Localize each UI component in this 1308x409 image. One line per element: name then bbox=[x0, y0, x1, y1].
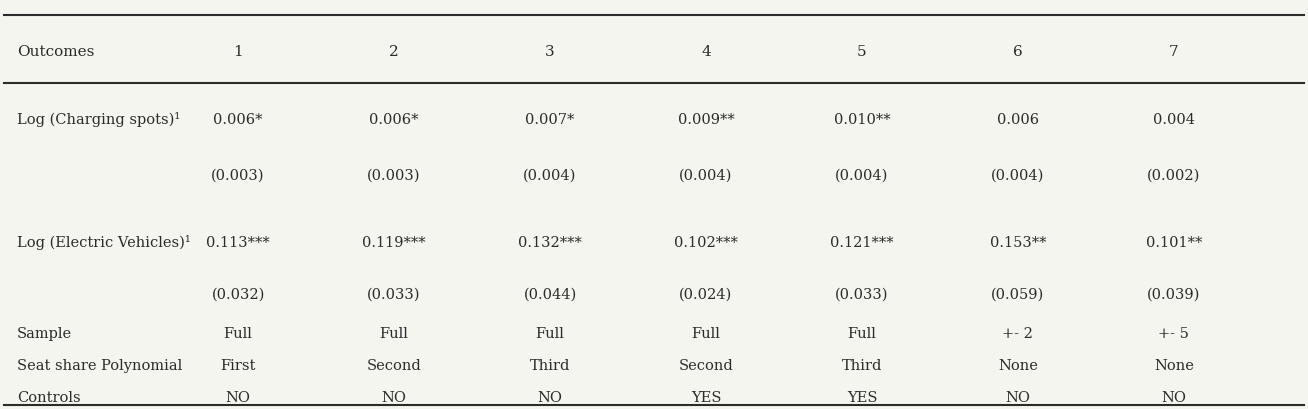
Text: 0.113***: 0.113*** bbox=[207, 235, 269, 249]
Text: 0.102***: 0.102*** bbox=[674, 235, 738, 249]
Text: 1: 1 bbox=[233, 45, 243, 59]
Text: +- 2: +- 2 bbox=[1002, 326, 1033, 341]
Text: (0.003): (0.003) bbox=[212, 168, 264, 182]
Text: First: First bbox=[221, 358, 256, 372]
Text: Full: Full bbox=[535, 326, 565, 341]
Text: Outcomes: Outcomes bbox=[17, 45, 94, 59]
Text: (0.039): (0.039) bbox=[1147, 287, 1201, 301]
Text: YES: YES bbox=[691, 390, 721, 404]
Text: 0.101**: 0.101** bbox=[1146, 235, 1202, 249]
Text: 0.119***: 0.119*** bbox=[362, 235, 426, 249]
Text: (0.059): (0.059) bbox=[991, 287, 1045, 301]
Text: NO: NO bbox=[225, 390, 251, 404]
Text: (0.004): (0.004) bbox=[836, 168, 888, 182]
Text: NO: NO bbox=[1006, 390, 1031, 404]
Text: Second: Second bbox=[679, 358, 734, 372]
Text: Controls: Controls bbox=[17, 390, 81, 404]
Text: (0.033): (0.033) bbox=[836, 287, 888, 301]
Text: +- 5: +- 5 bbox=[1159, 326, 1189, 341]
Text: (0.004): (0.004) bbox=[523, 168, 577, 182]
Text: 3: 3 bbox=[545, 45, 555, 59]
Text: 6: 6 bbox=[1012, 45, 1023, 59]
Text: 0.153**: 0.153** bbox=[990, 235, 1046, 249]
Text: NO: NO bbox=[382, 390, 407, 404]
Text: Log (Electric Vehicles)¹: Log (Electric Vehicles)¹ bbox=[17, 235, 191, 250]
Text: (0.033): (0.033) bbox=[368, 287, 421, 301]
Text: Third: Third bbox=[842, 358, 882, 372]
Text: 7: 7 bbox=[1169, 45, 1179, 59]
Text: 0.006*: 0.006* bbox=[213, 112, 263, 126]
Text: YES: YES bbox=[846, 390, 878, 404]
Text: (0.032): (0.032) bbox=[212, 287, 264, 301]
Text: (0.004): (0.004) bbox=[679, 168, 732, 182]
Text: Full: Full bbox=[692, 326, 721, 341]
Text: 4: 4 bbox=[701, 45, 710, 59]
Text: NO: NO bbox=[538, 390, 562, 404]
Text: (0.044): (0.044) bbox=[523, 287, 577, 301]
Text: (0.003): (0.003) bbox=[368, 168, 421, 182]
Text: Sample: Sample bbox=[17, 326, 72, 341]
Text: 0.006*: 0.006* bbox=[369, 112, 419, 126]
Text: Seat share Polynomial: Seat share Polynomial bbox=[17, 358, 182, 372]
Text: Full: Full bbox=[224, 326, 252, 341]
Text: 0.121***: 0.121*** bbox=[831, 235, 893, 249]
Text: NO: NO bbox=[1162, 390, 1186, 404]
Text: 0.007*: 0.007* bbox=[526, 112, 574, 126]
Text: Full: Full bbox=[379, 326, 408, 341]
Text: 0.004: 0.004 bbox=[1152, 112, 1196, 126]
Text: (0.002): (0.002) bbox=[1147, 168, 1201, 182]
Text: 5: 5 bbox=[857, 45, 867, 59]
Text: (0.024): (0.024) bbox=[679, 287, 732, 301]
Text: Full: Full bbox=[848, 326, 876, 341]
Text: 0.006: 0.006 bbox=[997, 112, 1039, 126]
Text: Log (Charging spots)¹: Log (Charging spots)¹ bbox=[17, 112, 181, 127]
Text: 0.010**: 0.010** bbox=[833, 112, 891, 126]
Text: Third: Third bbox=[530, 358, 570, 372]
Text: None: None bbox=[998, 358, 1037, 372]
Text: 2: 2 bbox=[390, 45, 399, 59]
Text: 0.132***: 0.132*** bbox=[518, 235, 582, 249]
Text: None: None bbox=[1154, 358, 1194, 372]
Text: (0.004): (0.004) bbox=[991, 168, 1045, 182]
Text: Second: Second bbox=[366, 358, 421, 372]
Text: 0.009**: 0.009** bbox=[678, 112, 734, 126]
